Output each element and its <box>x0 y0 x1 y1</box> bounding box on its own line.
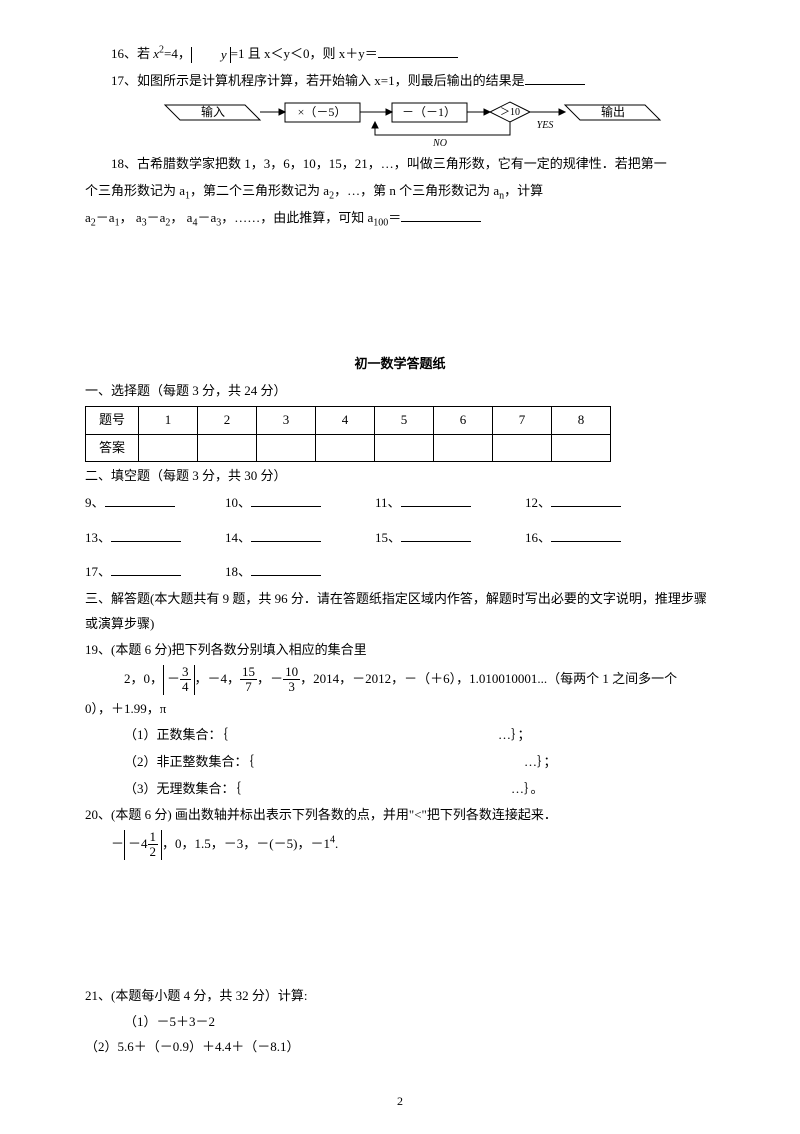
table-col: 3 <box>257 406 316 434</box>
q16: 16、若 x2=4，y=1 且 x＜y＜0，则 x＋y＝ <box>85 42 715 67</box>
answer-title: 初一数学答题纸 <box>85 352 715 377</box>
q19-line2: 0），＋1.99，π <box>85 697 715 722</box>
fill-item: 12、 <box>525 491 665 516</box>
q16-pre: 16、若 <box>111 46 153 61</box>
q17-blank <box>525 71 585 85</box>
flowchart: 输入 ×（－5） －（－1） ＞10 YES NO 输出 <box>135 95 665 150</box>
q21-a: （1）－5＋3－2 <box>85 1010 439 1035</box>
answer-table: 题号12345678 答案 <box>85 406 611 462</box>
q21-head: 21、(本题每小题 4 分，共 32 分）计算: <box>85 984 715 1009</box>
q19-head: 19、(本题 6 分)把下列各数分别填入相应的集合里 <box>85 638 715 663</box>
page-number: 2 <box>85 1090 715 1113</box>
section1: 一、选择题（每题 3 分，共 24 分） <box>85 379 715 404</box>
q19-set: （2）非正整数集合：｛…｝； <box>85 750 715 775</box>
q16-abs: y <box>191 47 231 63</box>
table-cell <box>316 434 375 462</box>
flow-sub: －（－1） <box>402 105 456 119</box>
table-col: 6 <box>434 406 493 434</box>
fill-item: 10、 <box>225 491 375 516</box>
table-cell <box>198 434 257 462</box>
q21-b: （2）5.6＋（－0.9）＋4.4＋（－8.1） <box>85 1035 400 1060</box>
table-ans-label: 答案 <box>86 434 139 462</box>
q16-abseq: =1 且 x＜y＜0，则 x＋y＝ <box>231 46 378 61</box>
q17-text: 17、如图所示是计算机程序计算，若开始输入 x=1，则最后输出的结果是 <box>111 73 525 88</box>
section2: 二、填空题（每题 3 分，共 30 分） <box>85 464 715 489</box>
flow-input: 输入 <box>201 104 225 119</box>
table-head: 题号 <box>86 406 139 434</box>
table-cell <box>434 434 493 462</box>
flow-no: NO <box>432 138 447 149</box>
q20-head: 20、(本题 6 分) 画出数轴并标出表示下列各数的点，并用"<"把下列各数连接… <box>85 803 715 828</box>
fill-item: 9、 <box>85 491 225 516</box>
table-cell <box>552 434 611 462</box>
fill-row1: 9、10、11、12、 <box>85 491 715 516</box>
table-col: 2 <box>198 406 257 434</box>
q19-set: （1）正数集合：｛…｝； <box>85 723 715 748</box>
fill-item: 17、 <box>85 560 225 585</box>
flow-mul: ×（－5） <box>298 105 347 119</box>
fill-item: 15、 <box>375 526 525 551</box>
flow-cmp: ＞10 <box>500 107 520 118</box>
table-col: 5 <box>375 406 434 434</box>
fill-item: 13、 <box>85 526 225 551</box>
q21-items: （1）－5＋3－2 （2）5.6＋（－0.9）＋4.4＋（－8.1） <box>85 1010 715 1059</box>
table-col: 7 <box>493 406 552 434</box>
table-col: 4 <box>316 406 375 434</box>
q20-abs: －412 <box>124 830 162 860</box>
fill-row3: 17、18、 <box>85 560 715 585</box>
q16-blank <box>378 44 458 58</box>
q18-line1: 18、古希腊数学家把数 1，3，6，10，15，21，…，叫做三角形数，它有一定… <box>85 152 715 177</box>
q18-blank <box>401 208 481 222</box>
table-cell <box>139 434 198 462</box>
table-col: 8 <box>552 406 611 434</box>
section3: 三、解答题(本大题共有 9 题，共 96 分．请在答题纸指定区域内作答，解题时写… <box>85 587 715 636</box>
fill-item: 16、 <box>525 526 665 551</box>
table-col: 1 <box>139 406 198 434</box>
q20-expr: －－412，0，1.5，－3，－(－5)，－14. <box>85 830 715 860</box>
flow-output: 输出 <box>601 104 625 119</box>
q18-line2: 个三角形数记为 a1，第二个三角形数记为 a2，…，第 n 个三角形数记为 an… <box>85 179 715 204</box>
fill-item: 14、 <box>225 526 375 551</box>
table-cell <box>493 434 552 462</box>
table-cell <box>257 434 316 462</box>
q16-eq: =4， <box>164 46 191 61</box>
q18-line3: a2－a1， a3－a2， a4－a3，……，由此推算，可知 a100＝ <box>85 206 715 231</box>
flow-yes: YES <box>537 120 554 131</box>
q17: 17、如图所示是计算机程序计算，若开始输入 x=1，则最后输出的结果是 <box>85 69 715 94</box>
q19-set: （3）无理数集合：｛…｝。 <box>85 777 715 802</box>
table-cell <box>375 434 434 462</box>
fill-item: 11、 <box>375 491 525 516</box>
fill-row2: 13、14、15、16、 <box>85 526 715 551</box>
q19-items: 2，0，－34，－4，157，－103，2014，－2012，－（＋6），1.0… <box>85 665 715 695</box>
fill-item: 18、 <box>225 560 375 585</box>
q19-abs: －34 <box>163 665 195 695</box>
